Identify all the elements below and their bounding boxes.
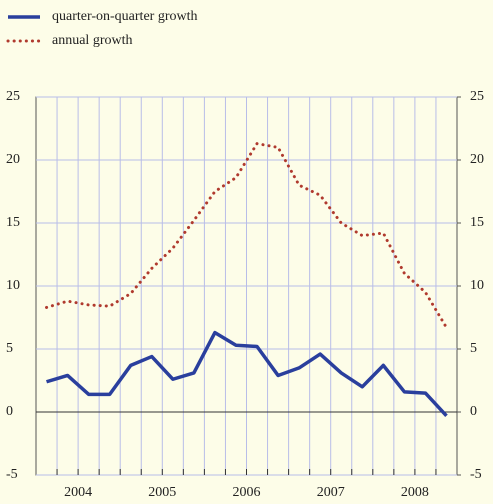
y-tick-label: 15 (6, 215, 20, 230)
y2-tick-label: 0 (470, 404, 477, 419)
x-year-label: 2005 (148, 485, 176, 500)
y-tick-label: 5 (6, 341, 13, 356)
x-year-label: 2004 (64, 485, 92, 500)
x-year-label: 2007 (317, 485, 345, 500)
y-tick-label: 0 (6, 404, 13, 419)
legend-label: annual growth (52, 33, 132, 48)
y2-tick-label: 5 (470, 341, 477, 356)
y-tick-label: 10 (6, 278, 20, 293)
y2-tick-label: 10 (470, 278, 484, 293)
y2-tick-label: 20 (470, 152, 484, 167)
y-tick-label: -5 (6, 467, 18, 482)
y2-tick-label: -5 (470, 467, 482, 482)
y-tick-label: 25 (6, 89, 20, 104)
legend-label: quarter-on-quarter growth (52, 9, 198, 24)
x-year-label: 2006 (233, 485, 261, 500)
y-tick-label: 20 (6, 152, 20, 167)
series-line (45, 142, 448, 330)
y2-tick-label: 15 (470, 215, 484, 230)
x-year-label: 2008 (401, 485, 429, 500)
y2-tick-label: 25 (470, 89, 484, 104)
series-line (46, 330, 448, 417)
